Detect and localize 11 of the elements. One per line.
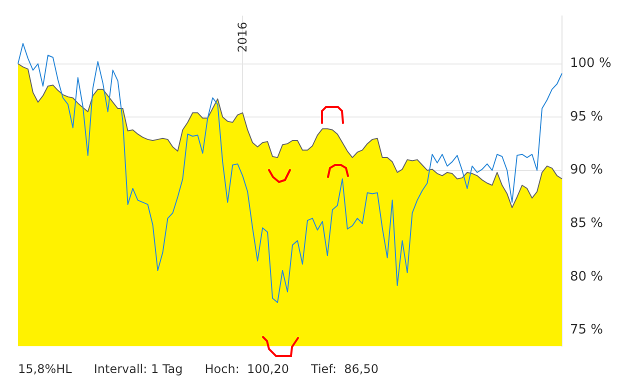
y-tick-label: 80 %	[570, 269, 604, 284]
y-tick-label: 75 %	[570, 322, 604, 338]
text: Hoch: 100,20	[204, 362, 289, 376]
y-tick-label: 85 %	[570, 216, 604, 232]
y-tick-label: 95 %	[570, 109, 604, 124]
y-tick-label: 100 %	[570, 56, 612, 72]
y-tick-label: 90 %	[570, 162, 604, 178]
x-tick-label: 2016	[236, 22, 250, 52]
text: Intervall: 1 Tag	[94, 362, 183, 376]
text: Tief: 86,50	[311, 362, 378, 376]
text: 15,8%HL	[18, 362, 72, 376]
